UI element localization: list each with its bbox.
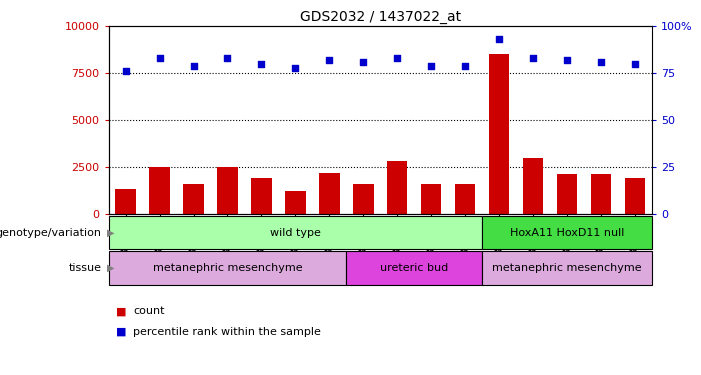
Point: [222, 55, 233, 61]
Bar: [455, 184, 475, 214]
Text: genotype/variation: genotype/variation: [0, 228, 102, 237]
Text: ■: ■: [116, 306, 126, 316]
Point: [324, 57, 335, 63]
Bar: [184, 184, 204, 214]
Text: count: count: [133, 306, 165, 316]
Text: ▶: ▶: [107, 228, 114, 237]
Bar: [591, 174, 611, 214]
Text: ureteric bud: ureteric bud: [380, 263, 449, 273]
Bar: [285, 191, 306, 214]
Point: [188, 63, 199, 69]
Text: metanephric mesenchyme: metanephric mesenchyme: [492, 263, 642, 273]
Bar: [319, 172, 339, 214]
Point: [426, 63, 437, 69]
Point: [290, 64, 301, 70]
Point: [562, 57, 573, 63]
Bar: [557, 174, 577, 214]
Text: wild type: wild type: [270, 228, 321, 237]
Bar: [387, 161, 407, 214]
Bar: [421, 184, 442, 214]
Point: [120, 68, 131, 74]
Point: [256, 61, 267, 67]
Point: [154, 55, 165, 61]
Point: [494, 36, 505, 42]
Bar: [625, 178, 645, 214]
Point: [460, 63, 471, 69]
Point: [629, 61, 641, 67]
Title: GDS2032 / 1437022_at: GDS2032 / 1437022_at: [300, 10, 461, 24]
Text: percentile rank within the sample: percentile rank within the sample: [133, 327, 321, 337]
Bar: [217, 167, 238, 214]
Text: ■: ■: [116, 327, 126, 337]
Bar: [251, 178, 272, 214]
Bar: [489, 54, 510, 214]
Point: [358, 59, 369, 65]
Bar: [353, 184, 374, 214]
Bar: [116, 189, 136, 214]
Bar: [149, 167, 170, 214]
Point: [527, 55, 538, 61]
Text: ▶: ▶: [107, 263, 114, 273]
Text: HoxA11 HoxD11 null: HoxA11 HoxD11 null: [510, 228, 624, 237]
Point: [392, 55, 403, 61]
Text: metanephric mesenchyme: metanephric mesenchyme: [153, 263, 302, 273]
Text: tissue: tissue: [69, 263, 102, 273]
Bar: [523, 158, 543, 214]
Point: [595, 59, 606, 65]
